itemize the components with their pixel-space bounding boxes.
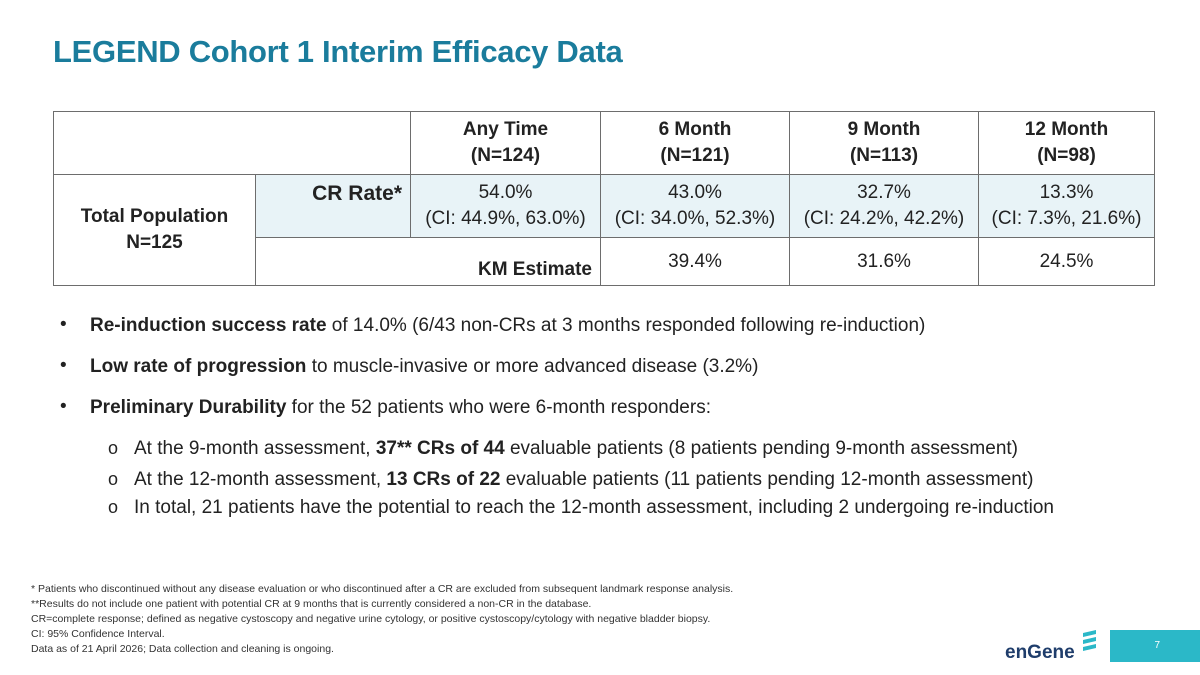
footnote-line: CI: 95% Confidence Interval. [31,628,165,640]
footnote-line: * Patients who discontinued without any … [31,583,734,595]
bullet-marker: • [60,396,67,417]
table-corner-cell [53,111,411,175]
bullet-marker: • [60,314,67,335]
cr-rate-label: CR Rate* [255,174,411,238]
bullet-marker: • [60,355,67,376]
sub-bullet-marker: o [108,497,119,517]
cr-value-any-time: 54.0% (CI: 44.9%, 63.0%) [410,174,601,238]
bullet-text: Low rate of progression to muscle-invasi… [90,356,759,377]
table-header-row: Any Time (N=124) 6 Month (N=121) 9 Month (N… [53,111,1155,175]
page-number: 7 [1154,640,1160,651]
sub-bullet-text: In total, 21 patients have the potential… [134,497,1054,518]
bullet-text: Preliminary Durability for the 52 patien… [90,397,711,418]
sub-bullet-text: At the 9-month assessment, 37** CRs of 4… [134,438,1018,459]
sub-bullet-marker: o [108,469,119,489]
cr-value-9-month: 32.7% (CI: 24.2%, 42.2%) [789,174,979,238]
total-population-cell: Total Population N=125 [53,174,256,286]
logo-stripes-icon [1083,630,1096,651]
km-estimate-label: KM Estimate [255,237,601,286]
slide-title: LEGEND Cohort 1 Interim Efficacy Data [53,34,623,69]
page-number-box: 7 [1110,630,1200,662]
table-row-km-estimate: KM Estimate 39.4% 31.6% 24.5% [54,237,1155,286]
footnote-line: CR=complete response; defined as negativ… [31,613,711,625]
bullet-text: Re-induction success rate of 14.0% (6/43… [90,315,926,336]
engene-logo-mark: enGene [1005,630,1096,663]
footnote-line: **Results do not include one patient wit… [31,598,592,610]
engene-logo: enGene [1005,630,1100,667]
footnote-line: Data as of 21 April 2026; Data collectio… [31,643,334,655]
efficacy-table: Any Time (N=124) 6 Month (N=121) 9 Month (N… [53,111,1155,286]
sub-bullet-marker: o [108,438,119,458]
header-12-month: 12 Month (N=98) [978,111,1155,175]
sub-bullet-text: At the 12-month assessment, 13 CRs of 22… [134,469,1034,490]
table-row-cr-rate: Total Population N=125 CR Rate* 54.0% (CI:… [53,174,1155,286]
logo-wordmark: enGene [1005,642,1075,662]
km-value-9-month: 31.6% [789,237,979,286]
cr-value-6-month: 43.0% (CI: 34.0%, 52.3%) [600,174,790,238]
header-6-month: 6 Month (N=121) [600,111,790,175]
cr-value-12-month: 13.3% (CI: 7.3%, 21.6%) [978,174,1155,238]
header-any-time: Any Time (N=124) [410,111,601,175]
header-9-month: 9 Month (N=113) [789,111,979,175]
footnotes: * Patients who discontinued without any … [31,582,733,657]
km-value-12-month: 24.5% [978,237,1155,286]
km-value-6-month: 39.4% [600,237,790,286]
